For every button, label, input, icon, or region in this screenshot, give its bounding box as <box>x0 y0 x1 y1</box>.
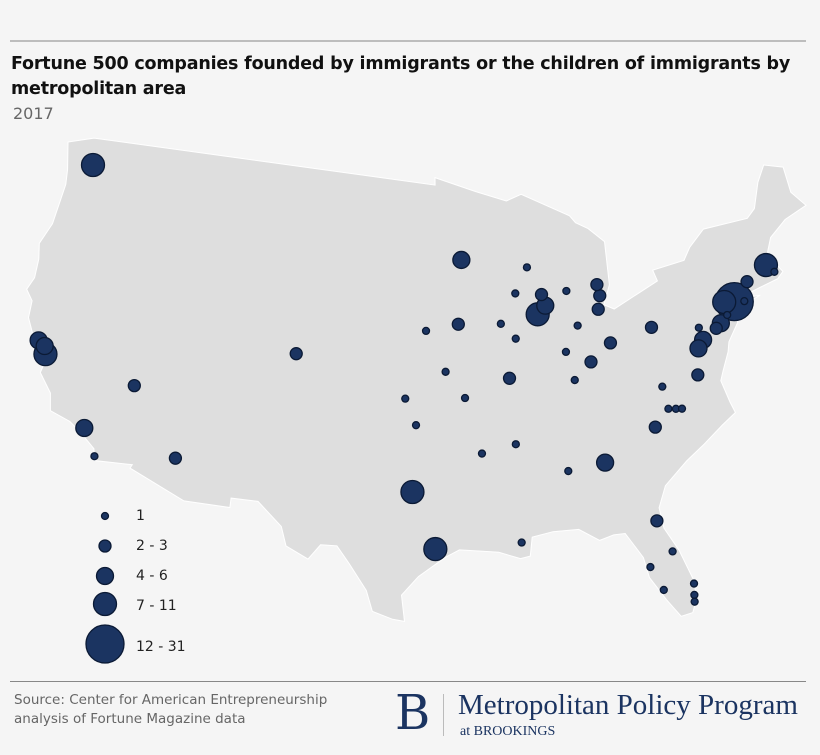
metro-bubble <box>561 347 571 357</box>
chart-title: Fortune 500 companies founded by immigra… <box>11 54 791 99</box>
metro-bubble <box>502 371 517 385</box>
metro-bubble <box>648 420 662 434</box>
top-rule <box>10 40 806 42</box>
legend-bubble <box>85 624 125 664</box>
metro-bubble <box>668 547 677 556</box>
metro-bubble <box>411 421 421 430</box>
metro-bubble <box>689 579 699 588</box>
legend-label-2-3: 2 - 3 <box>136 538 168 554</box>
bubble-layer <box>29 152 779 606</box>
metro-bubble <box>677 404 687 413</box>
metro-bubble <box>689 339 708 358</box>
metro-bubble <box>573 321 582 330</box>
metro-bubble <box>421 326 431 336</box>
source-note: Source: Center for American Entrepreneur… <box>14 691 327 729</box>
source-line-2: analysis of Fortune Magazine data <box>14 711 246 727</box>
logo-program-name: Metropolitan Policy Program <box>458 689 798 721</box>
logo-letter: B <box>395 685 431 741</box>
metro-bubble <box>590 277 604 292</box>
metro-bubble <box>534 287 549 302</box>
metro-bubble <box>690 590 699 600</box>
metro-bubble <box>658 382 667 391</box>
legend-label-1: 1 <box>136 508 145 524</box>
metro-bubble <box>511 440 520 449</box>
metro-bubble <box>401 394 410 403</box>
metro-bubble <box>591 302 605 316</box>
legend-bubble <box>92 591 118 617</box>
metro-bubble <box>168 451 183 465</box>
metro-bubble <box>709 321 723 335</box>
legend-bubble <box>95 566 115 586</box>
metro-bubble <box>770 267 779 276</box>
metro-bubble <box>400 479 425 505</box>
metro-bubble <box>664 404 673 413</box>
metro-bubble <box>646 562 655 572</box>
chart-subtitle: 2017 <box>13 104 54 123</box>
metro-bubble <box>289 347 303 361</box>
bottom-rule <box>10 681 806 682</box>
metro-bubble <box>650 514 664 528</box>
metro-bubble <box>75 418 94 438</box>
metro-bubble <box>90 452 99 461</box>
metro-bubble <box>511 334 520 343</box>
metro-bubble <box>595 453 615 472</box>
metro-bubble <box>564 466 573 476</box>
metro-bubble <box>517 538 526 547</box>
metro-bubble <box>452 250 471 270</box>
metro-bubble <box>690 597 699 606</box>
metro-bubble <box>423 536 448 562</box>
metro-bubble <box>691 368 705 382</box>
source-line-1: Source: Center for American Entrepreneur… <box>14 692 328 708</box>
legend-marks <box>85 511 125 664</box>
metro-bubble <box>522 263 532 272</box>
metro-bubble <box>511 289 520 298</box>
metro-bubble <box>644 320 659 335</box>
metro-bubble <box>603 336 618 350</box>
metro-bubble <box>712 289 737 315</box>
metro-bubble <box>80 152 106 178</box>
metro-bubble <box>740 297 749 306</box>
metro-bubble <box>584 355 598 369</box>
metro-bubble <box>460 393 470 403</box>
legend-label-7-11: 7 - 11 <box>136 598 177 614</box>
metro-bubble <box>562 286 571 296</box>
metro-bubble <box>570 375 579 385</box>
metro-bubble <box>477 449 487 458</box>
metro-bubble <box>723 310 732 320</box>
metro-bubble <box>451 317 465 331</box>
logo-divider <box>443 694 444 736</box>
us-map <box>26 137 807 664</box>
metro-bubble <box>127 378 141 393</box>
metro-bubble <box>694 323 703 332</box>
legend-label-4-6: 4 - 6 <box>136 568 168 584</box>
metro-bubble <box>441 367 450 376</box>
metro-bubble <box>35 336 54 356</box>
logo-subtitle: at BROOKINGS <box>460 724 556 739</box>
metro-bubble <box>496 319 506 328</box>
metro-bubble <box>659 585 668 595</box>
legend-label-12-31: 12 - 31 <box>136 639 186 655</box>
metro-bubble <box>740 275 754 289</box>
legend-bubble <box>100 511 110 521</box>
metro-bubble <box>593 289 607 303</box>
legend-bubble <box>98 539 112 553</box>
